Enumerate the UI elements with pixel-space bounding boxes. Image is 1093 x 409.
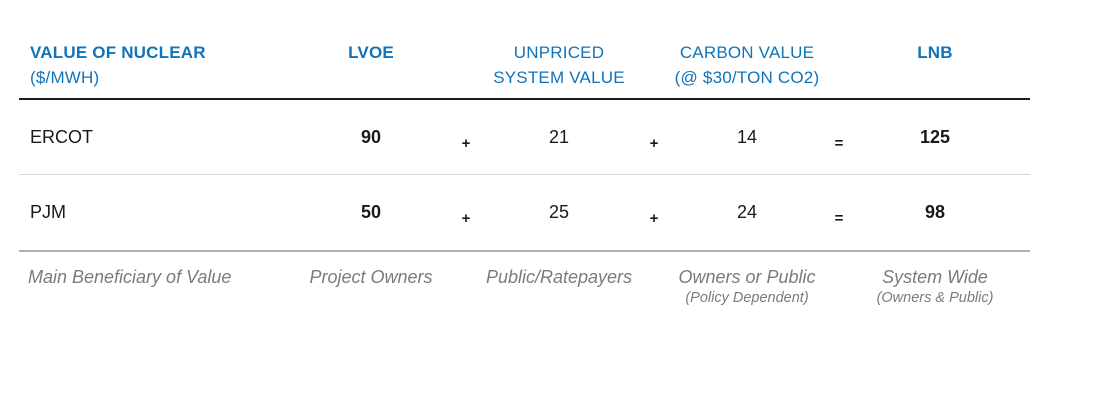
ercot-unpriced-value: 21: [548, 126, 570, 147]
pjm-lnb-value: 98: [924, 202, 946, 222]
pjm-lvoe-value: 50: [360, 202, 382, 222]
plus-operator: +: [461, 134, 471, 152]
footer-label: Main Beneficiary of Value: [28, 267, 232, 287]
table-row-pjm: PJM 50 + 25 + 24 = 98: [19, 175, 1030, 252]
column-header-unpriced-line2: SYSTEM VALUE: [493, 68, 625, 87]
beneficiary-unpriced: Public/Ratepayers: [485, 267, 633, 287]
column-header-unpriced-system-value: UNPRICED SYSTEM VALUE: [479, 40, 639, 90]
ercot-lvoe-value: 90: [360, 126, 382, 147]
equals-operator: =: [834, 134, 844, 152]
table-footer-row: Main Beneficiary of Value Project Owners…: [19, 252, 1030, 308]
row-label-pjm: PJM: [30, 202, 66, 222]
table-header-row: VALUE OF NUCLEAR ($/MWH) LVOE UNPRICED S…: [19, 40, 1030, 100]
beneficiary-lnb-line2: (Owners & Public): [876, 290, 994, 306]
column-header-lvoe: LVOE: [348, 43, 394, 62]
pjm-unpriced-value: 25: [548, 202, 570, 222]
pjm-carbon-value: 24: [736, 202, 758, 222]
beneficiary-carbon-line1: Owners or Public: [678, 267, 816, 287]
table-title-line2: ($/MWH): [30, 68, 100, 87]
beneficiary-carbon-line2: (Policy Dependent): [685, 290, 809, 306]
table-title-cell: VALUE OF NUCLEAR ($/MWH): [19, 40, 289, 90]
column-header-carbon-line1: CARBON VALUE: [679, 43, 815, 62]
beneficiary-lnb: System Wide (Owners & Public): [853, 266, 1017, 308]
beneficiary-carbon: Owners or Public (Policy Dependent): [669, 266, 825, 308]
value-of-nuclear-table: VALUE OF NUCLEAR ($/MWH) LVOE UNPRICED S…: [19, 40, 1030, 308]
beneficiary-lvoe: Project Owners: [309, 267, 433, 287]
ercot-carbon-value: 14: [736, 126, 758, 147]
column-header-carbon-line2: (@ $30/TON CO2): [674, 68, 820, 87]
beneficiary-lnb-line1: System Wide: [882, 267, 988, 287]
column-header-unpriced-line1: UNPRICED: [513, 43, 605, 62]
table-row-ercot: ERCOT 90 + 21 + 14 = 125: [19, 100, 1030, 175]
plus-operator: +: [649, 210, 659, 227]
table-title-line1: VALUE OF NUCLEAR: [30, 43, 206, 62]
column-header-lnb: LNB: [917, 43, 953, 62]
column-header-carbon-value: CARBON VALUE (@ $30/TON CO2): [669, 40, 825, 90]
equals-operator: =: [834, 210, 844, 227]
row-label-ercot: ERCOT: [30, 126, 93, 147]
plus-operator: +: [649, 134, 659, 152]
ercot-lnb-value: 125: [919, 126, 951, 147]
plus-operator: +: [461, 210, 471, 227]
